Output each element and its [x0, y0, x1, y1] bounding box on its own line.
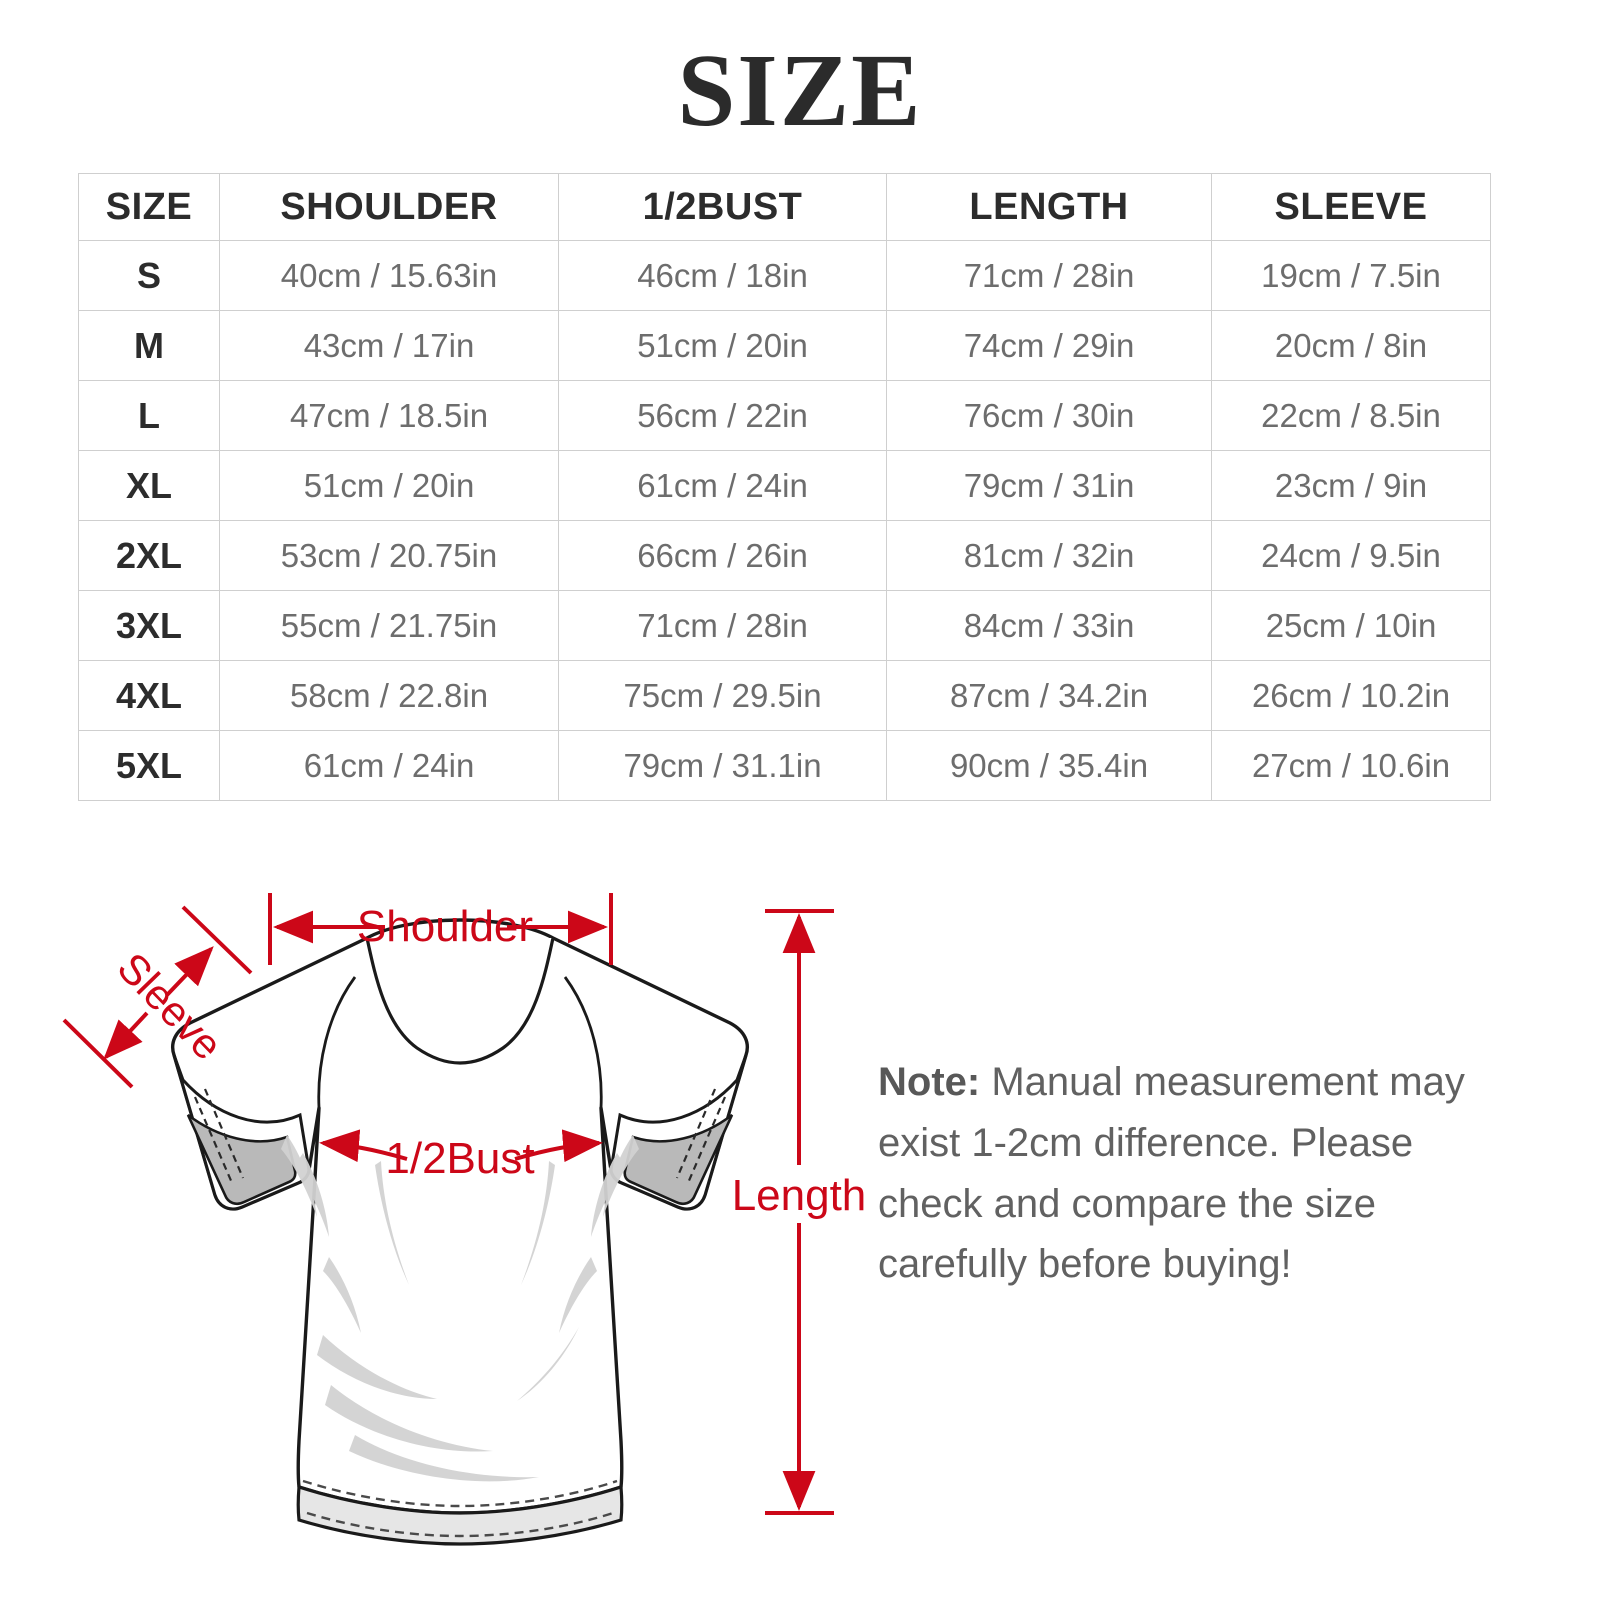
cell-shoulder: 47cm / 18.5in: [219, 380, 559, 451]
column-header-size: SIZE: [78, 173, 220, 241]
cell-size: 4XL: [78, 660, 220, 731]
size-chart-table: SIZE SHOULDER 1/2BUST LENGTH SLEEVE S 40…: [78, 173, 1491, 801]
measurement-diagram: Shoulder Sleeve 1/2Bust Length: [0, 845, 1600, 1546]
cuff-right-stitch: [675, 1088, 727, 1184]
cell-size: 3XL: [78, 590, 220, 661]
cell-sleeve: 23cm / 9in: [1211, 450, 1491, 521]
table-row: S 40cm / 15.63in 46cm / 18in 71cm / 28in…: [78, 240, 1491, 311]
sleeve-arrow-upper: [165, 946, 214, 997]
cell-size: XL: [78, 450, 220, 521]
cell-shoulder: 43cm / 17in: [219, 310, 559, 381]
hem-band: [296, 1484, 624, 1546]
cell-shoulder: 40cm / 15.63in: [219, 240, 559, 311]
hem-stitch-upper: [302, 1479, 618, 1508]
cell-bust: 66cm / 26in: [558, 520, 887, 591]
cell-bust: 51cm / 20in: [558, 310, 887, 381]
cuff-left-stitch: [193, 1088, 245, 1184]
sleeve-label: Sleeve: [109, 944, 232, 1069]
cell-sleeve: 20cm / 8in: [1211, 310, 1491, 381]
cell-shoulder: 58cm / 22.8in: [219, 660, 559, 731]
column-header-length: LENGTH: [886, 173, 1212, 241]
cell-length: 71cm / 28in: [886, 240, 1212, 311]
cell-shoulder: 53cm / 20.75in: [219, 520, 559, 591]
hem-stitch-lower: [306, 1511, 614, 1538]
cell-size: 5XL: [78, 730, 220, 801]
cell-shoulder: 61cm / 24in: [219, 730, 559, 801]
cell-size: S: [78, 240, 220, 311]
bust-measure: 1/2Bust: [319, 1129, 603, 1183]
cell-length: 81cm / 32in: [886, 520, 1212, 591]
cell-bust: 71cm / 28in: [558, 590, 887, 661]
sleeve-tick-upper: [181, 905, 253, 975]
bust-arrow-left: [319, 1129, 408, 1163]
note-block: Note: Manual measurement may exist 1-2cm…: [878, 1052, 1478, 1295]
column-header-shoulder: SHOULDER: [219, 173, 559, 241]
cell-length: 90cm / 35.4in: [886, 730, 1212, 801]
table-row: M 43cm / 17in 51cm / 20in 74cm / 29in 20…: [78, 310, 1491, 381]
sleeve-arrow-lower: [103, 1011, 149, 1060]
cell-shoulder: 55cm / 21.75in: [219, 590, 559, 661]
cuff-left-fill: [186, 1113, 297, 1206]
length-label: Length: [732, 1171, 865, 1220]
shoulder-seam-left: [317, 976, 357, 1109]
shoulder-seam-right: [563, 976, 603, 1109]
bust-label: 1/2Bust: [385, 1134, 534, 1183]
size-table-container: SIZE SHOULDER 1/2BUST LENGTH SLEEVE S 40…: [78, 173, 1491, 801]
cell-length: 76cm / 30in: [886, 380, 1212, 451]
table-row: 4XL 58cm / 22.8in 75cm / 29.5in 87cm / 3…: [78, 660, 1491, 731]
bust-arrow-right: [514, 1129, 603, 1163]
table-row: XL 51cm / 20in 61cm / 24in 79cm / 31in 2…: [78, 450, 1491, 521]
table-row: 2XL 53cm / 20.75in 66cm / 26in 81cm / 32…: [78, 520, 1491, 591]
cuff-right-fill: [623, 1113, 734, 1206]
cell-size: M: [78, 310, 220, 381]
table-row: 5XL 61cm / 24in 79cm / 31.1in 90cm / 35.…: [78, 730, 1491, 801]
fabric-shadows: [281, 1135, 639, 1482]
cell-size: L: [78, 380, 220, 451]
column-header-sleeve: SLEEVE: [1211, 173, 1491, 241]
page-title: SIZE: [677, 33, 923, 148]
tshirt-measurement-illustration: Shoulder Sleeve 1/2Bust Length: [62, 893, 865, 1546]
length-measure: Length: [732, 909, 865, 1515]
neckline-front: [365, 937, 555, 1065]
table-header-row: SIZE SHOULDER 1/2BUST LENGTH SLEEVE: [78, 173, 1491, 241]
cell-bust: 46cm / 18in: [558, 240, 887, 311]
cell-sleeve: 27cm / 10.6in: [1211, 730, 1491, 801]
cell-bust: 75cm / 29.5in: [558, 660, 887, 731]
shoulder-label: Shoulder: [357, 902, 533, 951]
sleeve-tick-lower: [62, 1018, 134, 1089]
cell-length: 79cm / 31in: [886, 450, 1212, 521]
cell-sleeve: 24cm / 9.5in: [1211, 520, 1491, 591]
note-label: Note:: [878, 1060, 981, 1104]
cell-sleeve: 22cm / 8.5in: [1211, 380, 1491, 451]
cell-shoulder: 51cm / 20in: [219, 450, 559, 521]
cell-sleeve: 19cm / 7.5in: [1211, 240, 1491, 311]
cell-bust: 56cm / 22in: [558, 380, 887, 451]
column-header-bust: 1/2BUST: [558, 173, 887, 241]
cell-length: 84cm / 33in: [886, 590, 1212, 661]
cell-sleeve: 25cm / 10in: [1211, 590, 1491, 661]
cell-length: 74cm / 29in: [886, 310, 1212, 381]
shoulder-measure: Shoulder: [268, 893, 613, 965]
cell-sleeve: 26cm / 10.2in: [1211, 660, 1491, 731]
note-text: Manual measurement may exist 1-2cm diffe…: [878, 1060, 1465, 1287]
cell-bust: 79cm / 31.1in: [558, 730, 887, 801]
cell-bust: 61cm / 24in: [558, 450, 887, 521]
table-row: L 47cm / 18.5in 56cm / 22in 76cm / 30in …: [78, 380, 1491, 451]
table-row: 3XL 55cm / 21.75in 71cm / 28in 84cm / 33…: [78, 590, 1491, 661]
tshirt-graphic: [171, 918, 749, 1546]
cell-length: 87cm / 34.2in: [886, 660, 1212, 731]
cell-size: 2XL: [78, 520, 220, 591]
